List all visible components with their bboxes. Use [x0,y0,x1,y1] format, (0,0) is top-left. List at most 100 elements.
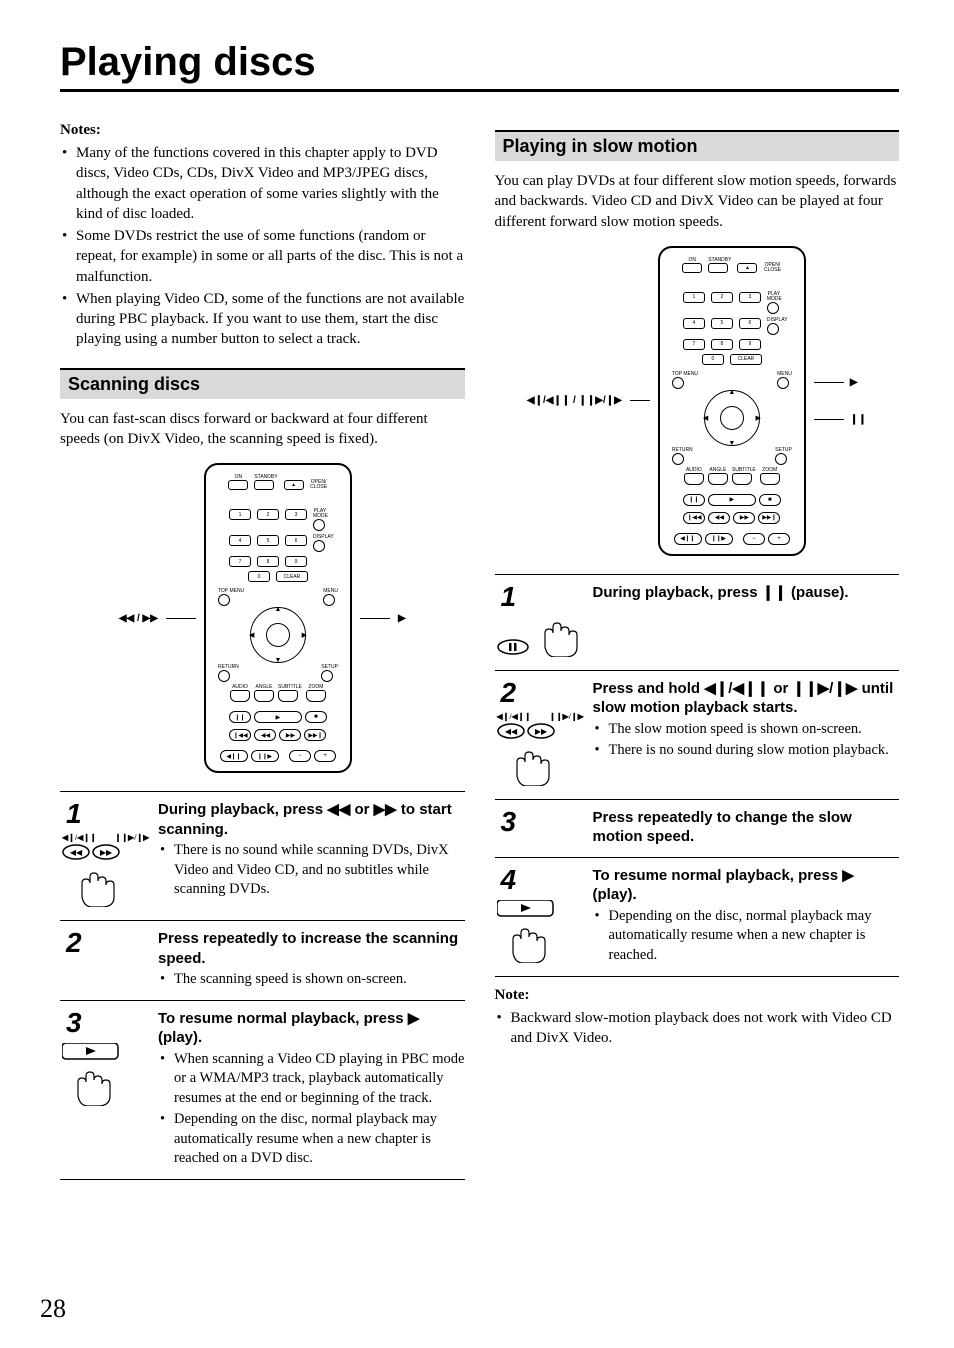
remote-standby-label: STANDBY [708,258,731,263]
step-title: During playback, press ❙❙ (pause). [593,583,900,603]
callout-play: ▶ [398,613,406,624]
remote-key: 6 [285,535,307,546]
remote-key: 9 [285,556,307,567]
step-row: 1 During playback, press ❙❙ (pause). [495,575,900,671]
remote-key: 7 [683,339,705,350]
remote-play-btn: ▶ [708,494,756,506]
remote-playmode-btn [313,519,325,531]
remote-return-btn [218,670,230,682]
remote-playmode-btn [767,302,779,314]
left-column: Notes: Many of the functions covered in … [60,122,465,1180]
remote-key: 3 [739,292,761,303]
note-item: Backward slow-motion playback does not w… [495,1008,900,1049]
remote-on-btn [682,263,702,273]
remote-standby-label: STANDBY [254,475,277,480]
remote-open-btn: ▲ [737,263,757,273]
remote-plus-btn: + [768,533,790,545]
remote-func-btn [732,473,752,485]
remote-slowrev-btn: ◀❙❙ [220,750,248,762]
step-title: Press and hold ◀❙/◀❙❙ or ❙❙▶/❙▶ until sl… [593,679,900,718]
remote-func-btn [708,473,728,485]
remote-transport: ❙❙▶■ ❙◀◀◀◀▶▶▶▶❙ ◀❙❙❙❙▶ −+ [660,494,804,554]
remote-pause-btn: ❙❙ [683,494,705,506]
remote-return-btn [672,453,684,465]
scanning-intro: You can fast-scan discs forward or backw… [60,409,465,450]
step-row: 3 To resume normal playback, press ▶ (pl… [60,1001,465,1180]
step-bullet: There is no sound during slow motion pla… [593,741,900,761]
remote-fwd-btn: ▶▶ [279,729,301,741]
callout-pause: ❙❙ [850,414,867,425]
remote-open-label: OPEN/ CLOSE [310,480,328,490]
remote-playmode-label: PLAY MODE [767,292,781,302]
remote-setup-btn [321,670,333,682]
remote-transport: ❙❙▶■ ❙◀◀◀◀▶▶▶▶❙ ◀❙❙❙❙▶ −+ [206,711,350,771]
steps-slowmotion: 1 During playback, press ❙❙ (pause). 2 [495,574,900,977]
note-heading: Note: [495,987,900,1004]
step-title: Press repeatedly to change the slow moti… [593,808,900,847]
remote-key: 5 [257,535,279,546]
remote-key: 1 [683,292,705,303]
remote-next-btn: ▶▶❙ [304,729,326,741]
remote-standby-btn [254,480,274,490]
remote-minus-btn: − [289,750,311,762]
step-number: 3 [501,808,517,836]
remote-minus-btn: − [743,533,765,545]
remote-func-btn [230,690,250,702]
remote-playmode-label: PLAY MODE [313,509,327,519]
remote-key: 0 [702,354,724,365]
remote-prev-btn: ❙◀◀ [683,512,705,524]
remote-prev-btn: ❙◀◀ [229,729,251,741]
note-item: Many of the functions covered in this ch… [60,143,465,224]
remote-rev-btn: ◀◀ [708,512,730,524]
remote-stop-btn: ■ [305,711,327,723]
chapter-title: Playing discs [60,40,899,92]
step-bullet: When scanning a Video CD playing in PBC … [158,1050,465,1109]
remote-diagram-right: ◀❙/◀❙❙ / ❙❙▶/❙▶ ON STANDBY ▲ OPEN/ CLOSE… [495,246,900,556]
remote-setup-label: SETUP [775,448,792,453]
slowmotion-intro: You can play DVDs at four different slow… [495,171,900,232]
step-bullet: The slow motion speed is shown on-screen… [593,720,900,740]
remote-func-row: AUDIO ANGLE SUBTITLE ZOOM [206,685,350,702]
remote-standby-btn [708,263,728,273]
remote-open-label: OPEN/ CLOSE [763,263,781,273]
scan-buttons-icon: ◀❙/◀❙❙❙❙▶/❙▶ [497,713,585,791]
callout-scan: ◀◀ / ▶▶ [119,613,158,624]
step-bullet: The scanning speed is shown on-screen. [158,970,465,990]
remote-body: ON STANDBY ▲ OPEN/ CLOSE 123PLAY MODE 45… [204,463,352,773]
play-button-icon [497,900,585,968]
callout-line [630,400,650,401]
remote-return-label: RETURN [672,448,693,453]
step-title: During playback, press ◀◀ or ▶▶ to start… [158,800,465,839]
step-number: 4 [501,866,517,894]
remote-menu-btn [323,594,335,606]
remote-display-label: DISPLAY [767,318,781,323]
remote-key: 7 [229,556,251,567]
step-number: 1 [66,800,82,828]
remote-func-label: SUBTITLE [732,468,756,473]
remote-key: 4 [683,318,705,329]
remote-func-label: ANGLE [254,685,274,690]
remote-func-label: ANGLE [708,468,728,473]
remote-func-label: ZOOM [760,468,780,473]
remote-fwd-btn: ▶▶ [733,512,755,524]
remote-return-label: RETURN [218,665,239,670]
remote-topmenu-btn [218,594,230,606]
remote-key: 8 [257,556,279,567]
callout-line [814,419,844,420]
page-number: 28 [40,1294,66,1324]
remote-key: 3 [285,509,307,520]
remote-display-btn [767,323,779,335]
remote-func-label: SUBTITLE [278,685,302,690]
remote-key: 5 [711,318,733,329]
steps-scanning: 1 ◀❙/◀❙❙❙❙▶/❙▶ During playback, press ◀◀… [60,791,465,1180]
remote-clear-btn: CLEAR [276,571,308,582]
remote-func-btn [684,473,704,485]
remote-func-label: AUDIO [230,685,250,690]
scan-buttons-icon: ◀❙/◀❙❙❙❙▶/❙▶ [62,834,150,912]
callout-line [360,618,390,619]
remote-dpad: ▲▼ ◀▶ [250,607,306,663]
step-row: 2 ◀❙/◀❙❙❙❙▶/❙▶ Press and hold ◀❙/◀❙❙ or … [495,671,900,800]
remote-func-btn [306,690,326,702]
remote-display-label: DISPLAY [313,535,327,540]
remote-setup-label: SETUP [321,665,338,670]
